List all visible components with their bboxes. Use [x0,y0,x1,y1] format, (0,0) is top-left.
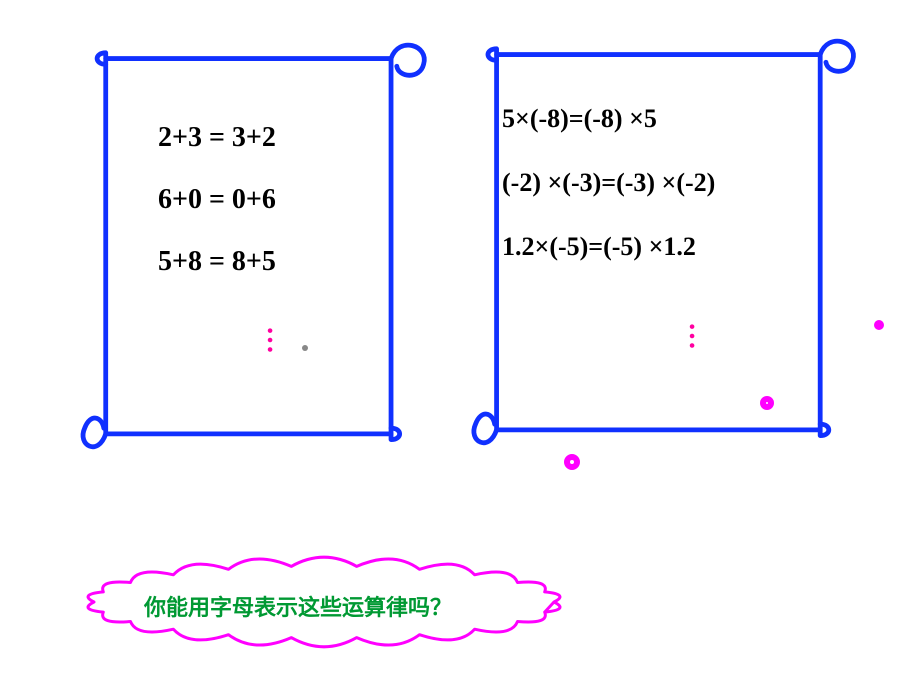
equation-line: 1.2×(-5)=(-5) ×1.2 [502,232,715,262]
left-scroll-panel: 2+3 = 3+2 6+0 = 0+6 5+8 = 8+5 … [72,26,432,446]
equation-line: 6+0 = 0+6 [158,184,276,216]
cloud-question-text: 你能用字母表示这些运算律吗？ [144,590,452,622]
cloud-callout: 你能用字母表示这些运算律吗？ [84,552,564,652]
decorative-dot [874,320,884,330]
decorative-dot [564,454,580,470]
equation-line: 2+3 = 3+2 [158,122,276,154]
equation-line: 5+8 = 8+5 [158,246,276,278]
decorative-dot [760,396,774,410]
page-indicator-dot [302,345,308,351]
equation-line: (-2) ×(-3)=(-3) ×(-2) [502,168,715,198]
equation-line: 5×(-8)=(-8) ×5 [502,104,715,134]
right-ellipsis-icon: … [682,322,714,348]
right-scroll-panel: 5×(-8)=(-8) ×5 (-2) ×(-3)=(-3) ×(-2) 1.2×(… [462,22,862,442]
right-equation-list: 5×(-8)=(-8) ×5 (-2) ×(-3)=(-3) ×(-2) 1.2×(… [502,104,715,262]
left-ellipsis-icon: … [260,326,292,352]
left-equation-list: 2+3 = 3+2 6+0 = 0+6 5+8 = 8+5 [158,122,276,278]
